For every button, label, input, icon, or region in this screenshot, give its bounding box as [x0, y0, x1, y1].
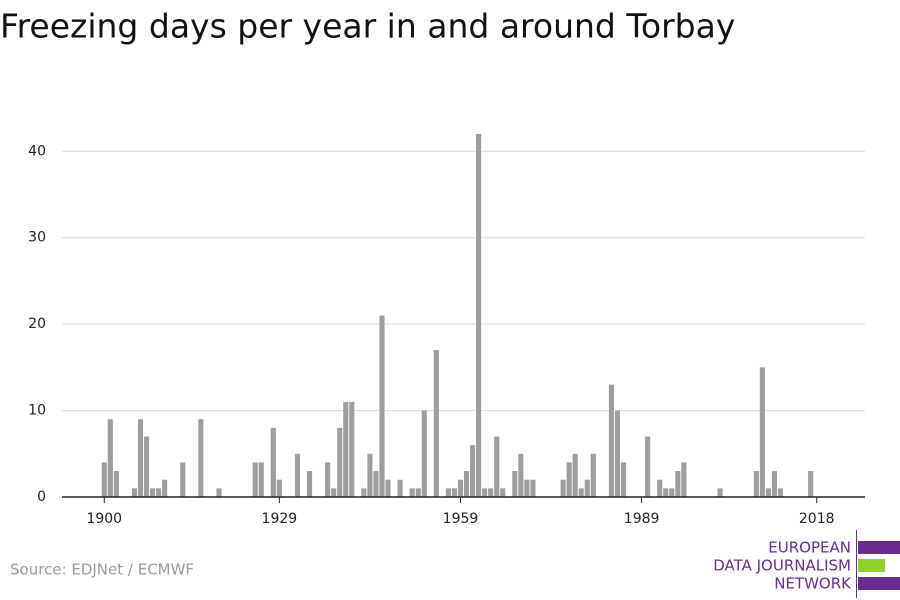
bar: [325, 462, 331, 497]
logo: EUROPEAN DATA JOURNALISM NETWORK: [713, 530, 900, 598]
bar: [385, 479, 391, 497]
bar: [306, 471, 313, 497]
bar: [252, 462, 258, 497]
bar: [566, 462, 572, 497]
bar: [675, 471, 681, 497]
y-tick-label: 30: [28, 230, 46, 246]
y-tick-label: 20: [28, 316, 46, 332]
bar: [421, 410, 427, 497]
bar: [131, 488, 138, 497]
bar: [373, 471, 379, 497]
bar: [657, 479, 663, 497]
x-tick-label: 2018: [799, 511, 835, 527]
bar: [349, 401, 355, 497]
bar: [198, 419, 204, 497]
bar: [669, 488, 675, 497]
bar: [409, 488, 415, 497]
bar: [512, 471, 518, 497]
bar: [765, 488, 771, 497]
bar: [771, 471, 778, 497]
bar: [162, 479, 168, 497]
bar: [457, 479, 464, 497]
bar: [777, 488, 784, 497]
bar: [276, 479, 282, 497]
bar: [361, 488, 367, 497]
bar: [137, 419, 144, 497]
bar: [107, 419, 113, 497]
logo-bar: [858, 577, 900, 590]
bar: [143, 436, 150, 497]
bar: [156, 488, 162, 497]
bar: [101, 462, 107, 497]
bar: [149, 488, 156, 497]
y-tick-label: 10: [28, 403, 46, 419]
bar: [488, 488, 494, 497]
bar: [759, 367, 765, 497]
x-tick-label: 1959: [443, 511, 479, 527]
bar: [258, 462, 264, 497]
bar: [343, 401, 349, 497]
x-tick-label: 1900: [86, 511, 122, 527]
y-tick-label: 0: [37, 489, 46, 505]
bar: [808, 471, 814, 497]
bar: [620, 462, 627, 497]
bar: [469, 445, 476, 497]
bar: [397, 479, 403, 497]
bar: [518, 453, 524, 497]
logo-bar: [858, 541, 900, 554]
bar: [614, 410, 621, 497]
bar: [524, 479, 530, 497]
logo-text: DATA JOURNALISM: [713, 557, 851, 575]
bar: [753, 471, 759, 497]
source: Source: EDJNet / ECMWF: [10, 561, 194, 579]
bar: [367, 453, 373, 497]
bar: [645, 436, 651, 497]
bar: [584, 479, 590, 497]
bar: [476, 134, 482, 497]
bar: [216, 488, 222, 497]
bar: [590, 453, 596, 497]
bar: [337, 427, 343, 497]
bar: [663, 488, 669, 497]
bar: [500, 488, 506, 497]
logo-bar: [858, 559, 885, 572]
bar: [572, 453, 578, 497]
bar: [608, 384, 614, 497]
logo-text: EUROPEAN: [768, 539, 851, 557]
x-tick-label: 1929: [262, 511, 298, 527]
y-tick-label: 40: [28, 143, 46, 159]
bar: [560, 479, 566, 497]
logo-text: NETWORK: [774, 575, 852, 593]
bar: [681, 462, 687, 497]
bar: [717, 488, 723, 497]
bar: [113, 471, 119, 497]
bar: [530, 479, 536, 497]
bar: [270, 427, 276, 497]
bar: [433, 350, 439, 497]
bar: [294, 453, 301, 497]
bar: [180, 462, 186, 497]
bar: [379, 315, 385, 497]
bar: [445, 488, 451, 497]
bar: [451, 488, 458, 497]
bar: [331, 488, 337, 497]
bar: [415, 488, 421, 497]
bar: [494, 436, 500, 497]
bar: [482, 488, 488, 497]
x-tick-label: 1989: [624, 511, 660, 527]
bar: [463, 471, 470, 497]
chart-title: Freezing days per year in and around Tor…: [0, 7, 735, 46]
bar: [578, 488, 584, 497]
